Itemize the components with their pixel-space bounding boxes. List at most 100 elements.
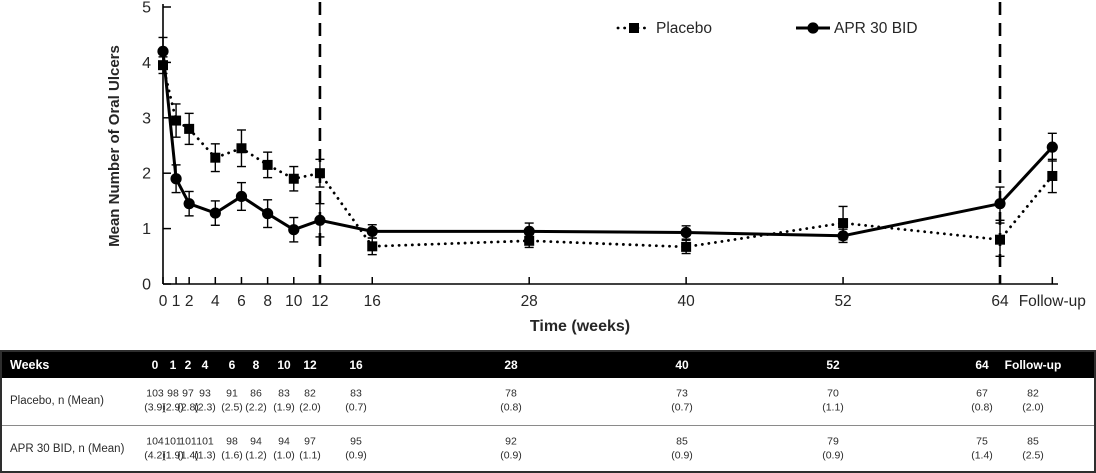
x-tick-label: 16 [364, 293, 381, 310]
table-cell: 103 (3.9) [144, 387, 166, 414]
cell-n-value: 97 [304, 435, 316, 448]
cell-n-value: 95 [350, 435, 362, 448]
cell-n-value: 75 [976, 435, 988, 448]
cell-mean-value: (0.9) [500, 449, 522, 461]
x-tick-label: 6 [237, 293, 246, 310]
cell-n-value: 82 [1027, 387, 1039, 400]
apr-point-marker [235, 190, 248, 203]
cell-n-value: 83 [278, 387, 290, 400]
x-tick-label: 1 [172, 293, 181, 310]
table-cell: 101 (1.9) [162, 435, 184, 462]
cell-mean-value: (1.4) [971, 449, 993, 461]
placebo-point-marker [524, 235, 535, 246]
table-cell: 94 (1.0) [273, 435, 295, 462]
cell-mean-value: (0.8) [971, 401, 993, 413]
apr-point-marker [1046, 141, 1058, 153]
placebo-point-marker [1047, 170, 1058, 181]
y-tick-label: 1 [142, 221, 151, 238]
apr-point-marker [523, 225, 535, 237]
apr-point-marker [994, 198, 1006, 210]
cell-n-value: 79 [827, 435, 839, 448]
apr-point-marker [366, 225, 378, 237]
cell-n-value: 85 [1027, 435, 1039, 448]
table-row-placebo: Placebo, n (Mean) 103 (3.9) 98 (2.9) 97 (2.8)… [2, 378, 1094, 424]
cell-mean-value: (2.0) [1022, 401, 1044, 413]
table-cell: 78 (0.8) [500, 387, 522, 414]
placebo-point-marker [288, 173, 299, 184]
summary-table: Weeks 0 1 2 4 6 8 10 12 16 28 40 52 64 Follow-up Plac… [0, 350, 1096, 473]
table-cell: 75 (1.4) [971, 435, 993, 462]
table-cell: 101 (1.4) [177, 435, 199, 462]
cell-mean-value: (1.1) [822, 401, 844, 413]
table-cell: 85 (0.9) [671, 435, 693, 462]
table-cell: 97 (2.8) [177, 387, 199, 414]
table-cell: 70 (1.1) [822, 387, 844, 414]
cell-mean-value: (1.9) [273, 401, 295, 413]
placebo-point-marker [995, 234, 1005, 245]
column-header: 64 [975, 358, 989, 372]
cell-n-value: 82 [304, 387, 316, 400]
legend-label-placebo: Placebo [656, 20, 712, 37]
cell-n-value: 101 [179, 435, 197, 448]
legend-apr-marker [807, 22, 819, 34]
x-tick-label: 4 [211, 293, 220, 310]
table-cell: 83 (1.9) [273, 387, 295, 414]
placebo-point-marker [236, 143, 247, 154]
column-header: 8 [252, 358, 260, 372]
placebo-row-label: Placebo, n (Mean) [10, 395, 104, 407]
table-cell: 67 (0.8) [971, 387, 993, 414]
cell-n-value: 101 [164, 435, 182, 448]
x-tick-label: 2 [185, 293, 194, 310]
cell-mean-value: (0.7) [345, 401, 367, 413]
table-cell: 85 (2.5) [1022, 435, 1044, 462]
cell-n-value: 67 [976, 387, 988, 400]
column-header: 4 [201, 358, 209, 372]
cell-mean-value: (0.7) [671, 401, 693, 413]
cell-mean-value: (1.3) [194, 449, 216, 461]
table-cell: 92 (0.9) [500, 435, 522, 462]
column-header: 6 [228, 358, 236, 372]
cell-mean-value: (1.1) [299, 449, 321, 461]
cell-mean-value: (2.0) [299, 401, 321, 413]
cell-n-value: 97 [182, 387, 194, 400]
column-header: 2 [184, 358, 192, 372]
table-cell: 82 (2.0) [299, 387, 321, 414]
cell-n-value: 94 [250, 435, 262, 448]
placebo-point-marker [184, 123, 195, 134]
x-tick-label: 52 [834, 293, 851, 310]
apr-row-label: APR 30 BID, n (Mean) [10, 443, 125, 455]
cell-mean-value: (2.8) [177, 401, 199, 413]
cell-mean-value: (1.0) [273, 449, 295, 461]
cell-n-value: 93 [199, 387, 211, 400]
cell-n-value: 103 [146, 387, 164, 400]
apr-point-marker [680, 226, 692, 239]
x-tick-label: 28 [521, 293, 538, 310]
x-tick-label: 8 [263, 293, 272, 310]
x-tick-label: Follow-up [1019, 293, 1086, 310]
apr-series-line [161, 51, 1054, 238]
apr-point-marker [183, 198, 195, 210]
table-cell: 97 (1.1) [299, 435, 321, 462]
cell-n-value: 86 [250, 387, 262, 400]
placebo-point-marker [314, 168, 325, 179]
cell-mean-value: (1.4) [177, 449, 199, 461]
cell-n-value: 98 [226, 435, 238, 448]
column-header: Follow-up [1004, 358, 1062, 372]
column-header: 10 [277, 358, 291, 372]
placebo-point-marker [262, 159, 273, 170]
x-tick-label: 12 [311, 293, 328, 310]
apr-point-marker [209, 207, 221, 219]
cell-mean-value: (2.3) [194, 401, 216, 413]
cell-mean-value: (0.9) [671, 449, 693, 461]
cell-n-value: 85 [676, 435, 688, 448]
cell-mean-value: (4.2) [144, 449, 166, 461]
legend-label-apr: APR 30 BID [834, 20, 918, 37]
cell-mean-value: (0.9) [822, 449, 844, 461]
cell-n-value: 78 [505, 387, 517, 400]
cell-mean-value: (1.2) [245, 449, 267, 461]
y-tick-label: 4 [142, 55, 151, 72]
table-cell: 86 (2.2) [245, 387, 267, 414]
column-header: 52 [826, 358, 840, 372]
apr-point-marker [157, 45, 169, 57]
